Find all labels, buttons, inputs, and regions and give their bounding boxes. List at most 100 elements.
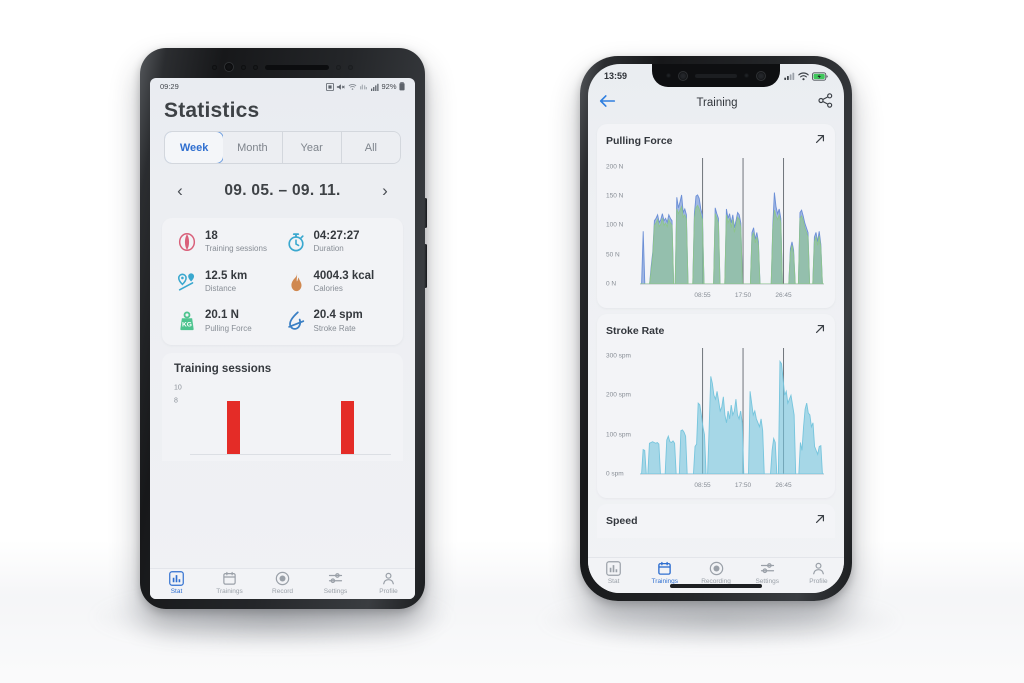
nav-item-record[interactable]: Record [256, 571, 309, 595]
tab-week[interactable]: Week [165, 132, 225, 163]
stroke-rate-icon [285, 310, 307, 332]
prev-period-button[interactable]: ‹ [177, 181, 183, 200]
left-bottom-nav[interactable]: Stat Trainings Record Settings Profile [150, 568, 415, 599]
home-indicator[interactable] [670, 584, 762, 588]
back-arrow-icon[interactable] [599, 94, 616, 113]
x-axis-tick: 26:45 [775, 292, 792, 299]
x-axis-tick: 08:55 [694, 482, 711, 489]
android-phone: 09:29 92% Statistics Week Month Year All [140, 48, 427, 609]
x-axis-tick: 26:45 [775, 482, 792, 489]
stat-stroke-rate[interactable]: 20.4 spm Stroke Rate [285, 309, 394, 333]
status-icon-group: 92% [325, 82, 405, 91]
person-icon [813, 562, 824, 574]
share-icon[interactable] [818, 93, 833, 113]
series-force-green [640, 205, 824, 284]
stroke-rate-card[interactable]: Stroke Rate 300 spm 200 spm 100 spm 0 spm 08… [597, 314, 835, 498]
face-id-sensor-icon [756, 70, 766, 81]
power-button[interactable] [424, 244, 427, 288]
period-segmented-control[interactable]: Week Month Year All [164, 131, 401, 164]
stat-value: 20.1 N [205, 309, 239, 322]
status-icon-group [784, 71, 828, 81]
nav-item-settings[interactable]: Settings [309, 571, 362, 595]
weight-kg-icon: KG [176, 310, 198, 332]
next-period-button[interactable]: › [382, 181, 388, 200]
stopwatch-icon [285, 231, 307, 253]
nav-item-trainings[interactable]: Trainings [639, 561, 690, 585]
training-sessions-chart-card: Training sessions 10 8 [162, 352, 403, 461]
stat-distance[interactable]: 12.5 km Distance [176, 270, 285, 294]
speed-card[interactable]: Speed [597, 504, 835, 538]
y-axis-tick: 100 spm [606, 431, 631, 439]
nav-item-profile[interactable]: Profile [362, 571, 415, 595]
stat-value: 04:27:27 [313, 230, 360, 242]
x-axis-tick: 17:50 [734, 482, 752, 489]
signal-bars-icon [370, 83, 379, 91]
volume-button[interactable] [424, 198, 427, 228]
expand-icon[interactable] [814, 512, 826, 530]
wifi-icon [798, 71, 809, 80]
nav-item-recording[interactable]: Recording [690, 561, 741, 585]
nav-item-stat[interactable]: Stat [150, 571, 203, 595]
tab-year[interactable]: Year [282, 132, 342, 163]
ios-status-bar: 13:59 [588, 64, 844, 88]
expand-icon[interactable] [814, 322, 826, 340]
stat-label: Duration [313, 244, 344, 254]
x-axis-line [640, 474, 824, 475]
record-dot-icon [275, 571, 290, 586]
y-axis-tick: 50 N [606, 251, 620, 259]
person-icon [383, 572, 394, 585]
expand-icon[interactable] [814, 132, 826, 150]
mute-icon [337, 83, 346, 90]
force-series-svg [640, 158, 824, 284]
nav-label: Profile [379, 588, 398, 595]
y-axis-tick: 8 [174, 397, 178, 405]
stat-duration[interactable]: 04:27:27 Duration [285, 230, 394, 254]
sessions-bars-area [190, 381, 391, 455]
tab-all[interactable]: All [341, 132, 400, 163]
iphone-phone: 13:59 Training Pulling Forc [580, 56, 852, 601]
nav-item-settings[interactable]: Settings [742, 561, 793, 585]
calendar-icon [658, 561, 672, 575]
right-bottom-nav[interactable]: Stat Trainings Recording Settings Profil… [588, 557, 844, 593]
y-axis-tick: 0 N [606, 280, 617, 288]
tab-month[interactable]: Month [223, 132, 283, 163]
x-axis-tick: 08:55 [694, 292, 711, 299]
y-axis-tick: 10 [174, 384, 182, 392]
pulling-force-card[interactable]: Pulling Force 200 N 150 N 100 N 50 N 0 N 08:5… [597, 124, 835, 308]
stroke-rate-chart: 300 spm 200 spm 100 spm 0 spm 08:55 17:50 26:4… [606, 344, 826, 492]
stat-calories[interactable]: 4004.3 kcal Calories [285, 270, 394, 294]
nav-label: Record [272, 588, 293, 595]
battery-charging-icon [812, 71, 828, 81]
nav-label: Recording [701, 577, 731, 585]
nav-item-profile[interactable]: Profile [793, 561, 844, 585]
nav-label: Trainings [651, 577, 679, 585]
y-axis-tick: 0 spm [606, 470, 624, 478]
front-camera-icon [678, 70, 688, 81]
date-range-label: 09. 05. – 09. 11. [224, 182, 341, 199]
wifi-icon [348, 83, 357, 90]
nav-label: Settings [755, 577, 779, 585]
page-title: Statistics [164, 99, 260, 122]
battery-percent: 92% [381, 82, 397, 91]
svg-text:KG: KG [182, 322, 192, 329]
stat-value: 12.5 km [205, 269, 248, 282]
light-sensor-icon [241, 64, 246, 70]
pulling-force-chart: 200 N 150 N 100 N 50 N 0 N 08:55 17:50 26:45 [606, 154, 826, 302]
nav-label: Stat [170, 588, 183, 595]
status-time: 09:29 [160, 82, 179, 91]
summary-stats-card: 18 Training sessions 04:27:27 Duration [162, 218, 403, 345]
series-stroke-rate [640, 361, 824, 474]
stat-training-sessions[interactable]: 18 Training sessions [176, 230, 285, 254]
stat-label: Distance [205, 283, 237, 293]
sessions-bar-chart: 10 8 [174, 381, 391, 455]
stat-pulling-force[interactable]: KG 20.1 N Pulling Force [176, 309, 285, 333]
data-transfer-icon [360, 84, 368, 89]
nav-label: Settings [323, 588, 348, 595]
card-header: Stroke Rate [606, 322, 826, 340]
nav-item-stat[interactable]: Stat [588, 560, 639, 585]
nav-item-trainings[interactable]: Trainings [203, 571, 256, 595]
x-axis-line [640, 284, 824, 285]
android-status-bar: 09:29 92% [150, 78, 415, 95]
stat-label: Pulling Force [205, 323, 252, 333]
